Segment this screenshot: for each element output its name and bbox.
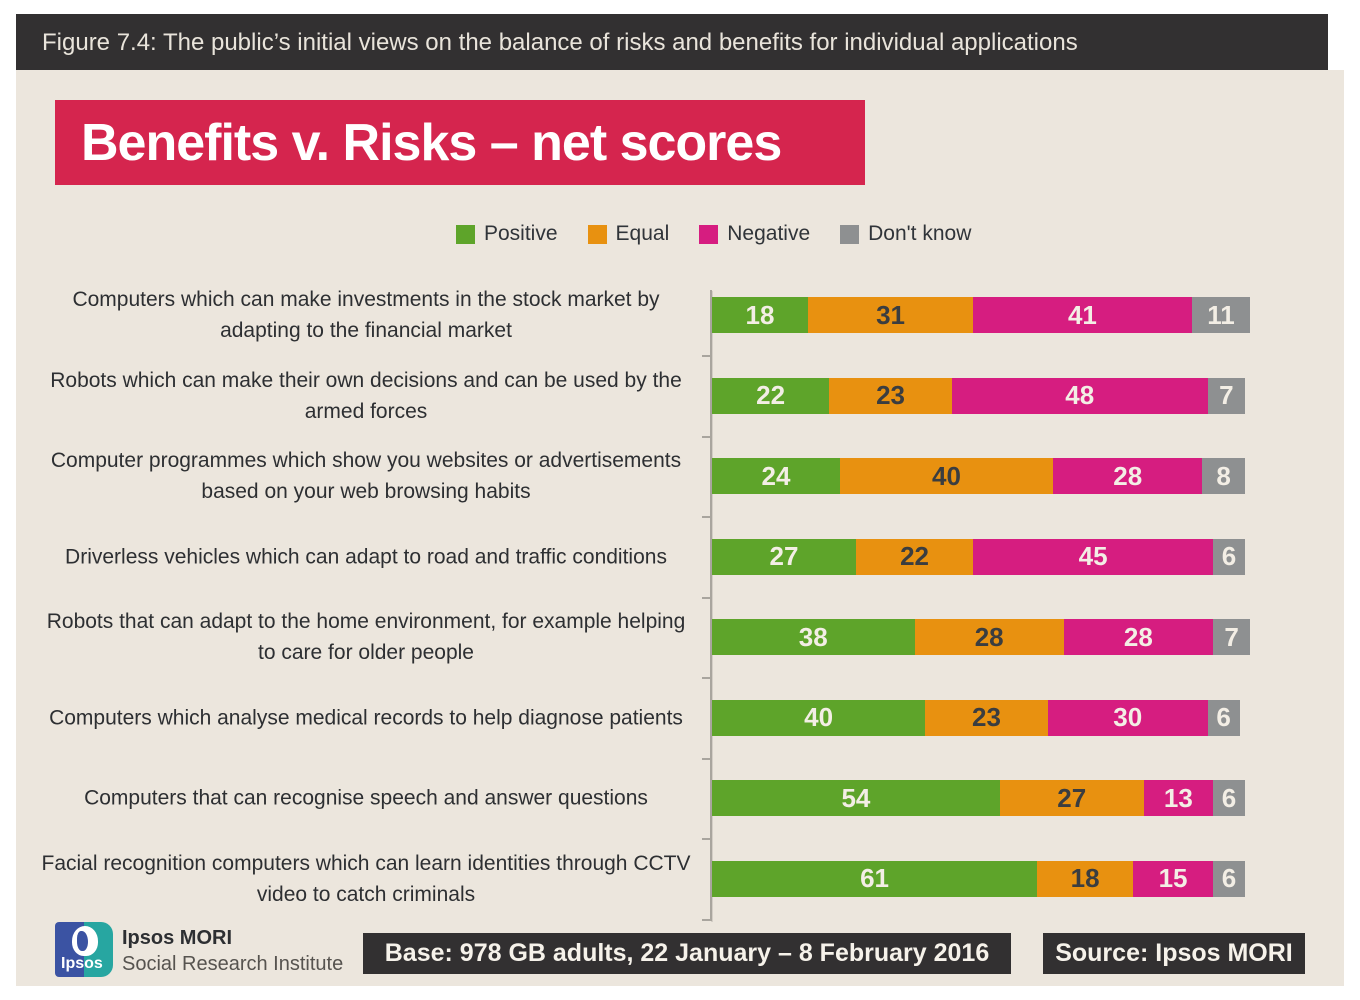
bar-row: 54 27 13 6 <box>712 780 1245 816</box>
bar-segment-don-t-know: 6 <box>1207 699 1240 736</box>
bar-segment-equal: 28 <box>914 619 1064 655</box>
bar-segment-negative: 13 <box>1143 780 1213 816</box>
axis-tick <box>702 516 712 518</box>
bar-segment-don-t-know: 7 <box>1207 377 1245 414</box>
chart-title: Benefits v. Risks – net scores <box>81 113 782 172</box>
category-label: Computer programmes which show you websi… <box>50 449 682 503</box>
legend-swatch-don-t-know <box>840 224 860 244</box>
bar-segment-equal: 18 <box>1037 860 1134 897</box>
bar-row: 27 22 45 6 <box>712 538 1245 575</box>
bar-segment-equal: 23 <box>829 377 952 414</box>
axis-tick <box>702 838 712 840</box>
bar-segment-negative: 28 <box>1053 458 1203 494</box>
bar-segment-positive: 61 <box>712 860 1038 897</box>
bar-segment-positive: 54 <box>712 780 1000 816</box>
source-note-box: Source: Ipsos MORI <box>1043 933 1305 974</box>
axis-tick <box>702 677 712 679</box>
category-label: Facial recognition computers which can l… <box>41 851 691 906</box>
base-note-box: Base: 978 GB adults, 22 January – 8 Febr… <box>363 933 1011 974</box>
bar-row: 18 31 41 11 <box>712 297 1251 333</box>
legend-swatch-positive <box>456 224 475 244</box>
category-label: Robots which can make their own decision… <box>50 368 682 423</box>
chart-panel: Benefits v. Risks – net scores Positive E… <box>16 70 1344 986</box>
bar-segment-equal: 22 <box>855 538 974 575</box>
legend-label-equal: Equal <box>615 222 670 245</box>
legend-label-negative: Negative <box>727 222 811 245</box>
legend-item-equal: Equal <box>587 222 670 246</box>
axis-tick <box>702 757 712 760</box>
bar-segment-negative: 15 <box>1133 860 1213 897</box>
bar-segment-positive: 27 <box>712 538 856 575</box>
base-note: Base: 978 GB adults, 22 January – 8 Febr… <box>384 939 990 967</box>
axis-tick <box>702 355 712 357</box>
category-label: Computers that can recognise speech and … <box>84 786 648 810</box>
bar-row: 40 23 30 6 <box>712 699 1240 736</box>
figure-header-text: Figure 7.4: The public’s initial views o… <box>42 29 1078 56</box>
ipsos-logo-figure-icon <box>72 926 98 956</box>
bar-segment-negative: 45 <box>973 538 1213 575</box>
bar-segment-positive: 18 <box>712 297 808 333</box>
bar-row: 24 40 28 8 <box>712 458 1245 494</box>
legend-item-positive: Positive <box>456 222 558 246</box>
chart-title-box: Benefits v. Risks – net scores <box>55 100 865 185</box>
legend-label-positive: Positive <box>484 222 558 245</box>
bar-segment-equal: 27 <box>999 780 1144 816</box>
category-label: Robots that can adapt to the home enviro… <box>46 610 686 664</box>
chart-area: Computers which can make investments in … <box>16 70 1344 986</box>
bar-segment-negative: 30 <box>1047 699 1208 736</box>
axis-tick <box>702 435 712 438</box>
legend: Positive Equal Negative Don't know <box>456 222 971 246</box>
legend-item-don-t-know: Don't know <box>840 222 971 246</box>
bar-segment-don-t-know: 7 <box>1213 619 1251 655</box>
bar-segment-negative: 28 <box>1063 619 1213 655</box>
bar-segment-don-t-know: 6 <box>1213 538 1245 575</box>
bar-row: 61 18 15 6 <box>712 860 1245 897</box>
figure-header: Figure 7.4: The public’s initial views o… <box>16 14 1328 70</box>
category-label: Computers which can make investments in … <box>72 288 660 342</box>
bar-row: 38 28 28 7 <box>712 619 1251 655</box>
bar-segment-positive: 22 <box>712 377 830 414</box>
source-note: Source: Ipsos MORI <box>1055 939 1293 967</box>
bar-row: 22 23 48 7 <box>712 377 1245 414</box>
y-axis <box>710 290 712 921</box>
bar-segment-don-t-know: 6 <box>1213 860 1245 897</box>
bar-segment-negative: 48 <box>951 377 1208 414</box>
legend-label-don-t-know: Don't know <box>868 222 972 245</box>
org-name: Ipsos MORI <box>122 927 233 949</box>
ipsos-logo-wordmark: Ipsos <box>61 955 103 972</box>
legend-swatch-negative <box>699 224 719 244</box>
bar-segment-don-t-know: 6 <box>1213 780 1245 816</box>
org-dept: Social Research Institute <box>122 953 344 975</box>
bar-segment-equal: 31 <box>807 297 974 333</box>
legend-swatch-equal <box>587 224 607 244</box>
bar-segment-positive: 24 <box>712 458 840 494</box>
org-block: Ipsos MORI Social Research Institute <box>122 925 343 977</box>
category-label: Driverless vehicles which can adapt to r… <box>65 545 667 568</box>
bar-segment-equal: 40 <box>839 458 1054 494</box>
bar-segment-equal: 23 <box>925 699 1048 736</box>
ipsos-logo: Ipsos <box>55 922 113 977</box>
bar-segment-positive: 40 <box>712 699 926 736</box>
axis-tick <box>702 919 712 921</box>
bar-segment-don-t-know: 11 <box>1191 297 1251 333</box>
category-label: Computers which analyse medical records … <box>49 706 683 729</box>
bar-segment-negative: 41 <box>973 297 1192 333</box>
bar-segment-positive: 38 <box>712 619 915 655</box>
axis-tick <box>702 596 712 599</box>
bar-segment-don-t-know: 8 <box>1202 458 1245 494</box>
legend-item-negative: Negative <box>699 222 810 246</box>
